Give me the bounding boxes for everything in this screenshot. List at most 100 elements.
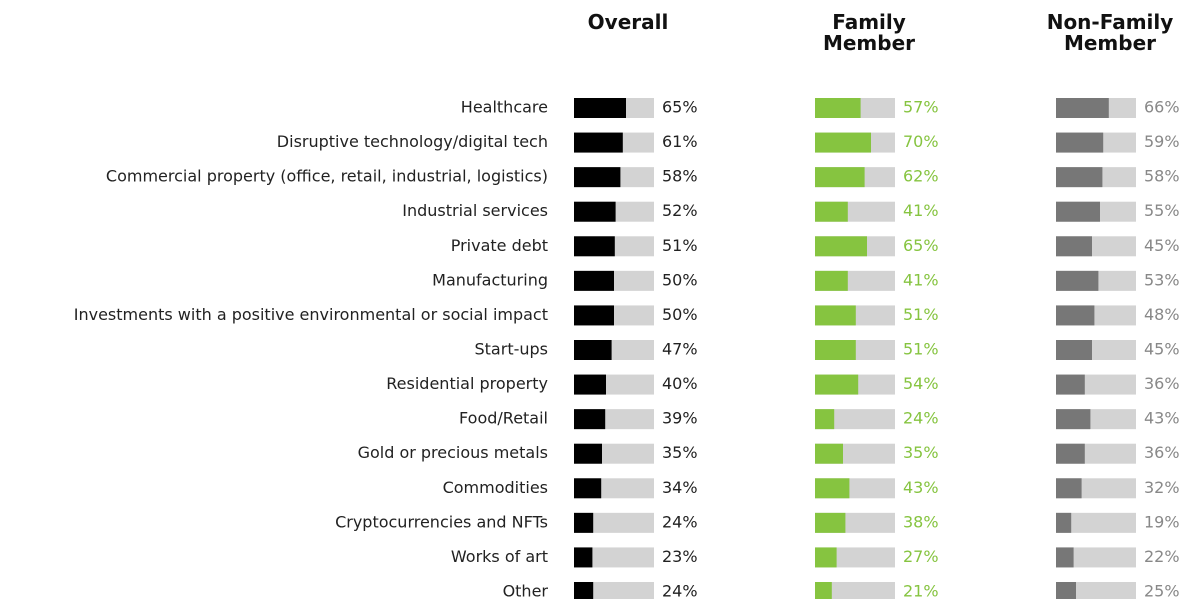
bar <box>1056 340 1092 360</box>
value-label: 65% <box>903 236 939 255</box>
value-label: 45% <box>1144 340 1180 359</box>
bar <box>574 305 614 326</box>
value-label: 48% <box>1144 305 1180 324</box>
bar <box>574 409 606 430</box>
bar <box>574 582 594 599</box>
value-label: 34% <box>662 478 698 497</box>
value-label: 43% <box>903 478 939 497</box>
bar <box>815 270 848 291</box>
value-label: 53% <box>1144 270 1180 289</box>
bar <box>815 512 846 533</box>
value-label: 35% <box>903 443 939 462</box>
category-label: Commodities <box>443 478 548 497</box>
value-label: 25% <box>1144 582 1180 599</box>
bar <box>1056 547 1074 568</box>
value-label: 65% <box>662 98 698 117</box>
value-label: 19% <box>1144 512 1180 531</box>
series-header: Family Member <box>822 10 916 55</box>
bar <box>574 443 602 464</box>
value-label: 45% <box>1144 236 1180 255</box>
category-label: Other <box>503 582 549 599</box>
value-label: 32% <box>1144 478 1180 497</box>
bar <box>574 167 621 188</box>
bar <box>815 132 871 153</box>
category-label: Industrial services <box>402 201 548 220</box>
value-label: 39% <box>662 409 698 428</box>
bar <box>1056 167 1103 188</box>
value-label: 61% <box>662 132 698 151</box>
value-label: 58% <box>1144 167 1180 186</box>
bar <box>1056 132 1104 153</box>
value-label: 50% <box>662 305 698 324</box>
bar <box>815 98 861 118</box>
bar <box>815 409 835 430</box>
value-label: 43% <box>1144 409 1180 428</box>
bar <box>815 582 832 599</box>
bar <box>1056 201 1100 222</box>
category-label: Private debt <box>451 236 548 255</box>
bar <box>815 443 843 464</box>
bar <box>1056 409 1091 430</box>
bar-track <box>815 409 895 430</box>
value-label: 52% <box>662 201 698 220</box>
value-label: 50% <box>662 270 698 289</box>
bar <box>574 201 616 222</box>
bar <box>1056 270 1099 291</box>
bar <box>815 201 848 222</box>
value-label: 41% <box>903 270 939 289</box>
bar-track <box>1056 547 1136 568</box>
bar <box>574 512 594 533</box>
value-label: 36% <box>1144 374 1180 393</box>
category-label: Residential property <box>386 374 548 393</box>
value-label: 55% <box>1144 201 1180 220</box>
value-label: 35% <box>662 443 698 462</box>
bar <box>815 167 865 188</box>
bar <box>574 236 615 257</box>
category-label: Investments with a positive environmenta… <box>74 305 548 324</box>
bar <box>574 98 626 118</box>
bar <box>574 478 602 499</box>
value-label: 58% <box>662 167 698 186</box>
category-label: Cryptocurrencies and NFTs <box>335 512 548 531</box>
value-label: 70% <box>903 132 939 151</box>
value-label: 54% <box>903 374 939 393</box>
bar <box>815 547 837 568</box>
value-label: 38% <box>903 512 939 531</box>
bar <box>1056 478 1082 499</box>
bar <box>1056 236 1092 257</box>
bar <box>815 478 850 499</box>
value-label: 21% <box>903 582 939 599</box>
bar <box>574 340 612 360</box>
value-label: 51% <box>903 340 939 359</box>
value-label: 22% <box>1144 547 1180 566</box>
value-label: 66% <box>1144 98 1180 117</box>
category-label: Healthcare <box>461 98 548 117</box>
bar <box>1056 443 1085 464</box>
value-label: 27% <box>903 547 939 566</box>
bar <box>1056 512 1072 533</box>
value-label: 24% <box>662 582 698 599</box>
value-label: 41% <box>903 201 939 220</box>
bar <box>1056 582 1076 599</box>
value-label: 51% <box>903 305 939 324</box>
series-header: Non-Family Member <box>1046 10 1174 55</box>
category-label: Commercial property (office, retail, ind… <box>106 167 548 186</box>
value-label: 47% <box>662 340 698 359</box>
bar-track <box>815 582 895 599</box>
bar <box>1056 374 1085 395</box>
bar <box>1056 305 1095 326</box>
value-label: 40% <box>662 374 698 393</box>
category-label: Start-ups <box>475 340 549 359</box>
value-label: 36% <box>1144 443 1180 462</box>
category-label: Food/Retail <box>459 409 548 428</box>
bar <box>815 305 856 326</box>
bar-track <box>574 547 654 568</box>
bar-track <box>574 512 654 533</box>
category-label: Works of art <box>451 547 548 566</box>
category-label: Gold or precious metals <box>358 443 548 462</box>
category-label: Manufacturing <box>432 270 548 289</box>
value-label: 51% <box>662 236 698 255</box>
series-header: Overall <box>587 10 669 34</box>
bar <box>1056 98 1109 118</box>
